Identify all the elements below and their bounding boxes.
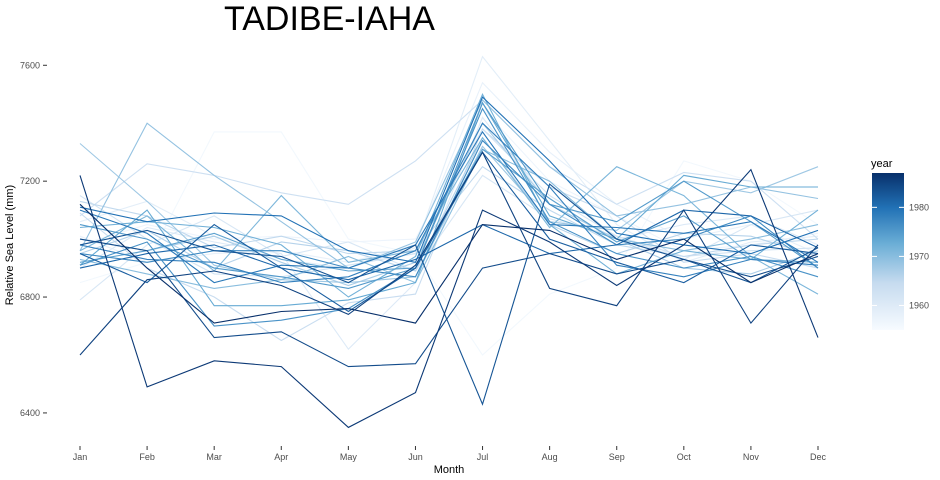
legend-ticks: 1960 1970 1980 [872,202,929,310]
series-line-1985 [79,151,819,356]
legend-tick-label: 1960 [909,300,929,310]
series-line-1978 [79,122,819,284]
y-tick-label: 6400 [20,408,40,418]
series-line-1979 [79,130,819,284]
series-line-1986 [79,168,819,429]
x-tick-label: Jun [408,452,423,462]
series-line-1970 [79,148,819,289]
chart-title: TADIBE-IAHA [224,0,435,38]
series-line-1968 [79,143,819,284]
series-line-1963 [79,99,819,240]
x-tick-label: Jan [73,452,88,462]
y-axis: 6400 6800 7200 7600 [20,60,47,418]
legend-tick-label: 1980 [909,202,929,212]
legend-tick-label: 1970 [909,251,929,261]
series-line-1981 [79,209,819,281]
x-tick-label: Mar [206,452,222,462]
x-tick-label: Apr [274,452,288,462]
x-axis: Jan Feb Mar Apr May Jun Jul Aug Sep Oct Nov Dec [73,446,827,462]
series-line-1959 [79,55,819,269]
series-line-1973 [79,101,818,307]
x-axis-label: Month [434,464,465,476]
series-line-1958 [79,81,819,263]
y-tick-label: 7200 [20,176,40,186]
y-tick-label: 6800 [20,292,40,302]
x-tick-label: Nov [743,452,760,462]
series-line-1956 [79,131,819,356]
series-line-1987 [79,203,819,324]
series-line-1969 [79,99,819,269]
series-line-1983 [79,183,819,406]
series-lines [79,55,819,429]
series-line-1972 [79,92,819,298]
y-tick-label: 7600 [20,60,40,70]
x-tick-label: Dec [810,452,827,462]
color-legend: year 1960 1970 1980 [871,158,929,330]
series-line-1984 [79,238,819,368]
x-tick-label: May [340,452,358,462]
y-axis-label: Relative Sea Level (mm) [4,185,16,305]
x-tick-label: Aug [542,452,558,462]
x-tick-label: Jul [477,452,489,462]
x-tick-label: Oct [677,452,692,462]
x-tick-label: Feb [139,452,155,462]
legend-title: year [871,158,893,170]
x-tick-label: Sep [609,452,625,462]
series-line-1961 [79,174,819,301]
legend-colorbar [872,173,904,330]
series-line-1982 [79,151,819,313]
series-line-1975 [79,101,819,289]
